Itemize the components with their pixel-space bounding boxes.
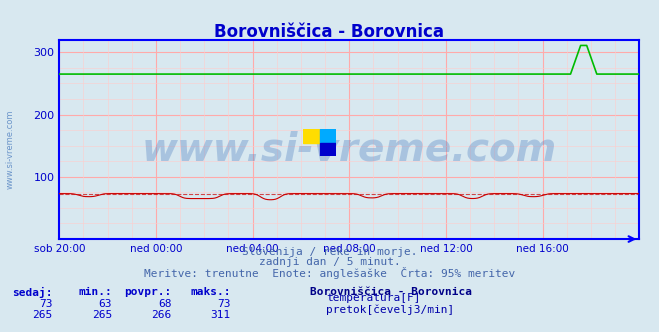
Text: www.si-vreme.com: www.si-vreme.com (142, 130, 557, 168)
Text: Borovniščica - Borovnica: Borovniščica - Borovnica (310, 287, 472, 297)
Text: 73: 73 (40, 299, 53, 309)
Bar (320, 143, 336, 156)
Text: sedaj:: sedaj: (13, 287, 53, 298)
Bar (303, 129, 320, 143)
Text: www.si-vreme.com: www.si-vreme.com (5, 110, 14, 189)
Text: povpr.:: povpr.: (124, 287, 171, 297)
Text: pretok[čevelj3/min]: pretok[čevelj3/min] (326, 305, 455, 315)
Text: 265: 265 (92, 310, 112, 320)
Text: 73: 73 (217, 299, 231, 309)
Text: 311: 311 (210, 310, 231, 320)
Text: 63: 63 (99, 299, 112, 309)
Text: Slovenija / reke in morje.: Slovenija / reke in morje. (242, 247, 417, 257)
Text: 266: 266 (151, 310, 171, 320)
Text: 265: 265 (32, 310, 53, 320)
Text: maks.:: maks.: (190, 287, 231, 297)
Text: temperatura[F]: temperatura[F] (326, 293, 420, 303)
Bar (320, 129, 336, 143)
Text: zadnji dan / 5 minut.: zadnji dan / 5 minut. (258, 257, 401, 267)
Text: 68: 68 (158, 299, 171, 309)
Text: Meritve: trenutne  Enote: anglešaške  Črta: 95% meritev: Meritve: trenutne Enote: anglešaške Črta… (144, 267, 515, 279)
Text: Borovniščica - Borovnica: Borovniščica - Borovnica (214, 23, 445, 41)
Text: min.:: min.: (78, 287, 112, 297)
